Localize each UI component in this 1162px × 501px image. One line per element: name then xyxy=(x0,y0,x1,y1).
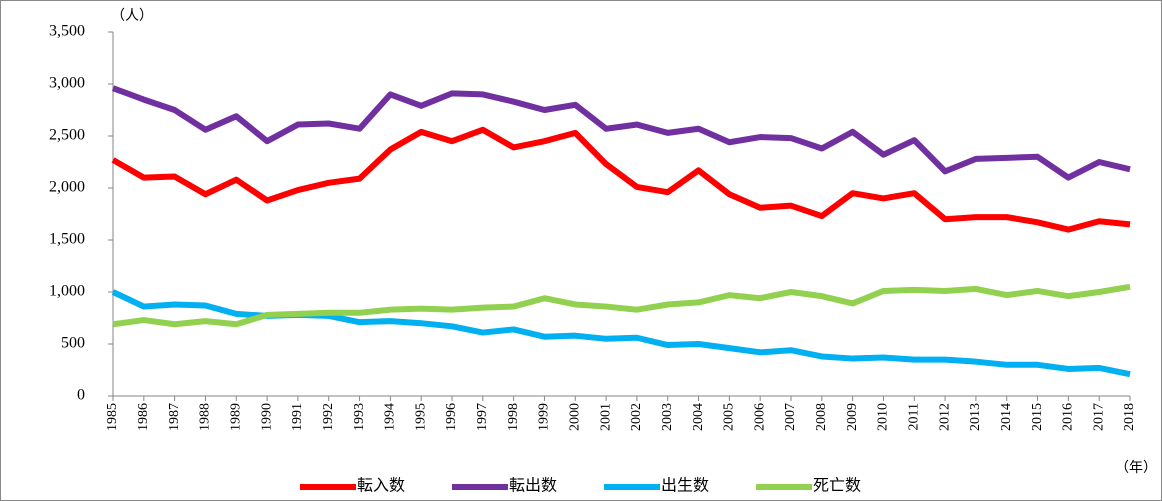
x-tick-label: 2013 xyxy=(968,403,983,431)
series-line xyxy=(111,85,1131,181)
x-tick-label: 2005 xyxy=(722,403,737,431)
x-tick-label: 1992 xyxy=(321,403,336,431)
x-tick-label: 1988 xyxy=(198,403,213,431)
x-tick-label: 1990 xyxy=(259,403,274,431)
legend-label: 転入数 xyxy=(357,477,405,495)
legend-label: 出生数 xyxy=(661,477,709,495)
x-tick-label: 2007 xyxy=(783,403,798,431)
x-tick-label: 1989 xyxy=(228,403,243,431)
x-tick-label: 2008 xyxy=(814,403,829,431)
legend-label: 死亡数 xyxy=(813,477,861,495)
x-tick-label: 1995 xyxy=(413,403,428,431)
x-tick-label: 2011 xyxy=(906,403,921,430)
series-line xyxy=(112,283,1131,328)
x-tick-label: 1997 xyxy=(475,403,490,431)
x-tick-label: 1986 xyxy=(136,403,151,431)
x-tick-label: 2002 xyxy=(629,403,644,431)
x-tick-label: 1994 xyxy=(383,403,398,431)
x-tick-label: 2000 xyxy=(567,403,582,431)
x-tick-label: 1991 xyxy=(290,403,305,431)
y-unit: （人） xyxy=(111,8,153,24)
x-tick-label: 2006 xyxy=(752,403,767,431)
y-tick-label: 3,000 xyxy=(49,75,85,92)
x-tick-label: 2014 xyxy=(999,403,1014,431)
series-line xyxy=(111,126,1131,233)
x-tick-label: 2015 xyxy=(1030,403,1045,431)
x-tick-label: 2010 xyxy=(876,403,891,431)
y-tick-label: 1,000 xyxy=(49,283,85,300)
x-tick-label: 1985 xyxy=(105,403,120,431)
x-tick-label: 2001 xyxy=(598,403,613,431)
y-tick-label: 3,500 xyxy=(49,23,85,40)
x-tick-label: 2017 xyxy=(1091,403,1106,431)
x-tick-label: 1996 xyxy=(444,403,459,431)
x-tick-label: 1987 xyxy=(167,403,182,431)
x-tick-label: 1998 xyxy=(506,403,521,431)
x-tick-label: 2003 xyxy=(660,403,675,431)
x-tick-label: 2018 xyxy=(1122,403,1137,431)
y-tick-label: 2,000 xyxy=(49,179,85,196)
x-tick-label: 1999 xyxy=(537,403,552,431)
x-tick-label: 2009 xyxy=(845,403,860,431)
x-tick-label: 1993 xyxy=(352,403,367,431)
legend-label: 転出数 xyxy=(509,477,557,495)
x-unit: （年） xyxy=(1115,460,1157,476)
y-tick-label: 0 xyxy=(77,387,85,404)
x-tick-label: 2016 xyxy=(1061,403,1076,431)
x-tick-label: 2004 xyxy=(691,403,706,431)
y-tick-label: 2,500 xyxy=(49,127,85,144)
y-tick-label: 1,500 xyxy=(49,231,85,248)
x-tick-label: 2012 xyxy=(937,403,952,431)
y-tick-label: 500 xyxy=(61,335,85,352)
